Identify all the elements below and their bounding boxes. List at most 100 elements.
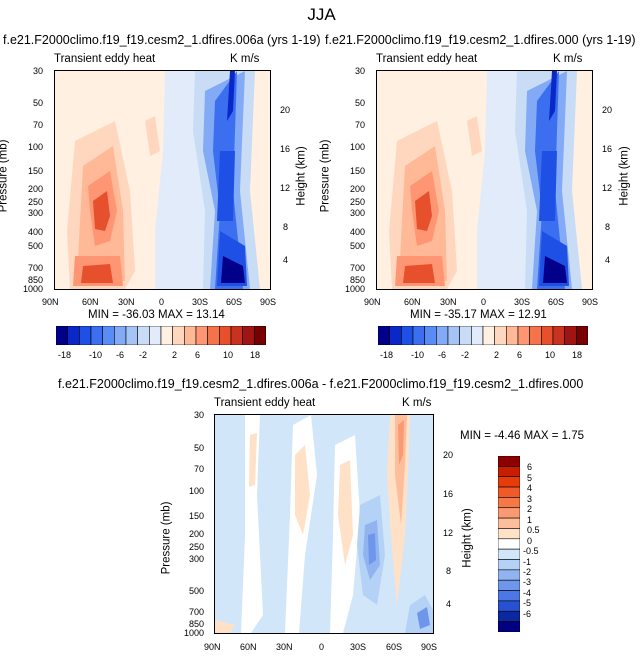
panel1-xtick-30n: 30N bbox=[118, 297, 135, 307]
panel2-y2tick-4: 4 bbox=[605, 255, 611, 265]
panel2-right-label: K m/s bbox=[553, 53, 583, 65]
panel3-cbar-label-0: 0 bbox=[527, 536, 533, 546]
panel1-xtick-90s: 90S bbox=[260, 297, 277, 307]
panel1-ytick-500: 500 bbox=[28, 241, 44, 251]
panel2-y2label: Height (km) bbox=[618, 146, 631, 206]
panel2-y2tick-20: 20 bbox=[602, 105, 613, 115]
panel2-xtick-30n: 30N bbox=[440, 297, 457, 307]
panel3-cbar-label-n0-5: -0.5 bbox=[523, 546, 539, 556]
panel2-cbar-label-6: 6 bbox=[517, 350, 523, 360]
panel1-y2tick-12: 12 bbox=[280, 183, 291, 193]
panel2-ytick-150: 150 bbox=[350, 166, 366, 176]
panel1-ytick-700: 700 bbox=[28, 263, 44, 273]
panel2-cbar-label-2: 2 bbox=[494, 350, 500, 360]
panel1-cbar-label-n10: -10 bbox=[89, 350, 103, 360]
panel1-ytick-1000: 1000 bbox=[23, 284, 44, 294]
figure-title: JJA bbox=[307, 5, 336, 24]
panel2-ytick-500: 500 bbox=[350, 241, 366, 251]
panel3-cbar-label-2: 2 bbox=[527, 504, 533, 514]
panel2-cbar-label-n2: -2 bbox=[461, 350, 470, 360]
panel2-ytick-300: 300 bbox=[350, 208, 366, 218]
panel3-cbar-label-n2: -2 bbox=[523, 567, 532, 577]
panel1-cbar-label-n18: -18 bbox=[58, 350, 72, 360]
panel2-cbar-label-n6: -6 bbox=[438, 350, 447, 360]
panel1-ytick-50: 50 bbox=[33, 98, 44, 108]
panel1-y2tick-20: 20 bbox=[280, 105, 291, 115]
panel3-stats: MIN = -4.46 MAX = 1.75 bbox=[460, 430, 585, 442]
panel3-ytick-30: 30 bbox=[194, 410, 205, 420]
panel3-cbar-label-5: 5 bbox=[527, 473, 533, 483]
panel1-contour-svg bbox=[55, 71, 270, 289]
panel3-y2tick-8: 8 bbox=[446, 566, 452, 576]
panel2-ytick-30: 30 bbox=[355, 66, 366, 76]
panel1-cbar-label-n2: -2 bbox=[139, 350, 148, 360]
panel1-ytick-100: 100 bbox=[28, 142, 44, 152]
panel2-colorbar bbox=[377, 325, 589, 346]
panel3-cbar-label-n1: -1 bbox=[523, 557, 532, 567]
panel2-ytick-250: 250 bbox=[350, 197, 366, 207]
panel3-y2label: Height (km) bbox=[461, 508, 474, 568]
panel2-heatmap bbox=[376, 70, 593, 290]
panel3-xtick-60n: 60N bbox=[240, 642, 257, 652]
panel3-xtick-90s: 90S bbox=[421, 642, 438, 652]
panel2-xtick-60n: 60N bbox=[404, 297, 421, 307]
panel2-case-title: f.e21.F2000climo.f19_f19.cesm2_1.dfires.… bbox=[325, 33, 636, 47]
panel2-stats: MIN = -35.17 MAX = 12.91 bbox=[410, 309, 547, 321]
panel2-cbar-label-n10: -10 bbox=[411, 350, 425, 360]
panel2-cbar-label-18: 18 bbox=[572, 350, 583, 360]
panel1-heatmap bbox=[54, 70, 271, 290]
panel3-left-label: Transient eddy heat bbox=[214, 397, 316, 409]
panel3-cbar-label-6: 6 bbox=[527, 462, 533, 472]
panel3-ytick-200: 200 bbox=[189, 529, 205, 539]
panel1-cbar-label-10: 10 bbox=[223, 350, 234, 360]
panel1-xtick-0: 0 bbox=[159, 297, 165, 307]
panel2-ytick-70: 70 bbox=[355, 120, 366, 130]
panel3-y2tick-20: 20 bbox=[443, 450, 454, 460]
panel3-colorbar bbox=[497, 455, 521, 633]
panel3-cbar-label-n3: -3 bbox=[523, 577, 532, 587]
panel1-colorbar bbox=[55, 325, 267, 346]
panel2-ytick-100: 100 bbox=[350, 142, 366, 152]
panel2-ytick-400: 400 bbox=[350, 227, 366, 237]
panel1-colorbar-svg bbox=[55, 325, 267, 346]
panel3-xtick-30s: 30S bbox=[350, 642, 367, 652]
panel2-ytick-850: 850 bbox=[350, 275, 366, 285]
panel3-colorbar-svg bbox=[497, 455, 521, 633]
panel1-case-title: f.e21.F2000climo.f19_f19.cesm2_1.dfires.… bbox=[3, 33, 321, 47]
panel3-cbar-label-4: 4 bbox=[527, 483, 533, 493]
panel3-ylabel: Pressure (mb) bbox=[160, 501, 173, 575]
panel1-ytick-200: 200 bbox=[28, 184, 44, 194]
panel2-colorbar-svg bbox=[377, 325, 589, 346]
panel1-xtick-60s: 60S bbox=[226, 297, 243, 307]
panel2-contour-svg bbox=[377, 71, 592, 289]
panel3-ytick-70: 70 bbox=[194, 464, 205, 474]
panel3-heatmap bbox=[214, 414, 434, 634]
panel2-y2tick-8: 8 bbox=[605, 222, 611, 232]
panel3-cbar-label-n4: -4 bbox=[523, 588, 532, 598]
panel1-y2label: Height (km) bbox=[295, 146, 308, 206]
panel2-ytick-700: 700 bbox=[350, 263, 366, 273]
panel3-y2tick-12: 12 bbox=[443, 528, 454, 538]
panel1-y2tick-4: 4 bbox=[283, 255, 289, 265]
panel1-ytick-400: 400 bbox=[28, 227, 44, 237]
panel1-left-label: Transient eddy heat bbox=[54, 53, 156, 65]
panel3-ytick-100: 100 bbox=[189, 486, 205, 496]
panel1-xtick-60n: 60N bbox=[82, 297, 99, 307]
panel1-y2tick-16: 16 bbox=[280, 144, 291, 154]
panel3-cbar-label-1: 1 bbox=[527, 515, 533, 525]
panel3-xtick-90n: 90N bbox=[204, 642, 221, 652]
panel1-ytick-300: 300 bbox=[28, 208, 44, 218]
panel2-ytick-1000: 1000 bbox=[345, 284, 366, 294]
panel2-cbar-label-10: 10 bbox=[545, 350, 556, 360]
panel2-xtick-0: 0 bbox=[481, 297, 487, 307]
panel3-y2tick-16: 16 bbox=[443, 489, 454, 499]
panel3-xtick-60s: 60S bbox=[386, 642, 403, 652]
panel3-cbar-label-0-5: 0.5 bbox=[527, 525, 540, 535]
panel3-ytick-850: 850 bbox=[189, 619, 205, 629]
panel2-xtick-90n: 90N bbox=[364, 297, 381, 307]
panel2-ytick-50: 50 bbox=[355, 98, 366, 108]
panel2-left-label: Transient eddy heat bbox=[376, 53, 478, 65]
panel3-cbar-label-3: 3 bbox=[527, 494, 533, 504]
panel1-ytick-70: 70 bbox=[33, 120, 44, 130]
panel3-ytick-250: 250 bbox=[189, 542, 205, 552]
